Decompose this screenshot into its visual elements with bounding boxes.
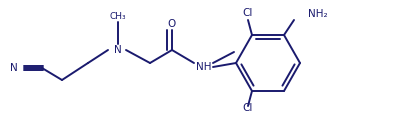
Text: CH₃: CH₃ xyxy=(110,12,126,21)
Text: NH₂: NH₂ xyxy=(307,9,327,19)
Text: Cl: Cl xyxy=(242,103,253,113)
Text: NH: NH xyxy=(196,62,211,72)
Text: Cl: Cl xyxy=(242,8,253,18)
Text: N: N xyxy=(114,45,121,55)
Text: N: N xyxy=(10,63,18,73)
Text: O: O xyxy=(167,19,176,29)
